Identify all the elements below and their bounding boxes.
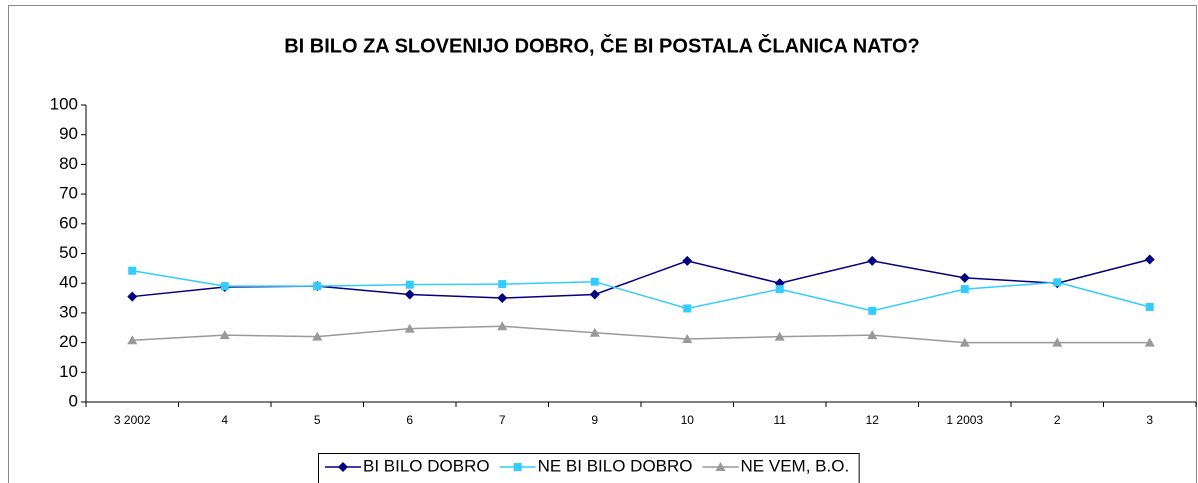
legend-label: NE VEM, B.O. (741, 456, 850, 475)
marker (715, 462, 726, 471)
chart-border (8, 5, 1197, 483)
marker (127, 335, 138, 345)
marker (774, 331, 785, 341)
y-tick-label: 40 (59, 273, 78, 292)
marker (1144, 254, 1155, 265)
marker (313, 282, 322, 291)
y-tick-label: 0 (69, 391, 78, 410)
marker (682, 255, 693, 266)
marker (775, 285, 784, 294)
marker (589, 327, 600, 337)
marker (513, 463, 522, 471)
marker (868, 306, 877, 315)
marker (404, 323, 415, 333)
marker (220, 282, 229, 291)
y-tick-label: 90 (59, 124, 78, 143)
marker (127, 291, 138, 302)
series-line (132, 269, 1150, 312)
x-tick-label: 3 2002 (114, 413, 151, 427)
marker (683, 304, 692, 313)
marker (1053, 278, 1062, 287)
y-tick-label: 10 (59, 362, 78, 381)
marker (497, 321, 508, 331)
marker (498, 280, 507, 289)
marker (682, 334, 693, 344)
y-tick-label: 60 (59, 213, 78, 232)
legend-label: NE BI BILO DOBRO (538, 456, 693, 475)
series-line (132, 325, 1150, 344)
marker (590, 277, 599, 286)
marker (404, 289, 415, 300)
x-tick-label: 1 2003 (946, 413, 983, 427)
marker (219, 330, 230, 340)
marker (960, 285, 969, 294)
marker (1052, 337, 1063, 347)
y-tick-label: 70 (59, 184, 78, 203)
x-tick-label: 10 (681, 413, 695, 427)
x-tick-label: 12 (866, 413, 880, 427)
x-tick-label: 6 (406, 413, 413, 427)
x-tick-label: 5 (314, 413, 321, 427)
marker (312, 331, 323, 341)
marker (405, 280, 414, 289)
marker (338, 462, 348, 472)
chart-title: BI BILO ZA SLOVENIJO DOBRO, ČE BI POSTAL… (284, 33, 920, 57)
marker (1144, 337, 1155, 347)
legend-label: BI BILO DOBRO (363, 456, 490, 475)
x-tick-label: 9 (591, 413, 598, 427)
marker (589, 289, 600, 300)
marker (867, 330, 878, 340)
x-tick-label: 3 (1146, 413, 1153, 427)
marker (1145, 302, 1154, 311)
y-tick-label: 80 (59, 154, 78, 173)
x-tick-label: 4 (221, 413, 228, 427)
y-tick-label: 20 (59, 332, 78, 351)
x-tick-label: 7 (499, 413, 506, 427)
marker (959, 337, 970, 347)
x-tick-label: 11 (774, 413, 787, 427)
marker (128, 266, 137, 275)
marker (497, 293, 508, 304)
marker (867, 255, 878, 266)
legend-box (318, 453, 860, 483)
marker (959, 272, 970, 283)
y-tick-label: 100 (50, 94, 78, 113)
y-tick-label: 30 (59, 302, 78, 321)
y-tick-label: 50 (59, 243, 78, 262)
x-tick-label: 2 (1054, 413, 1061, 427)
